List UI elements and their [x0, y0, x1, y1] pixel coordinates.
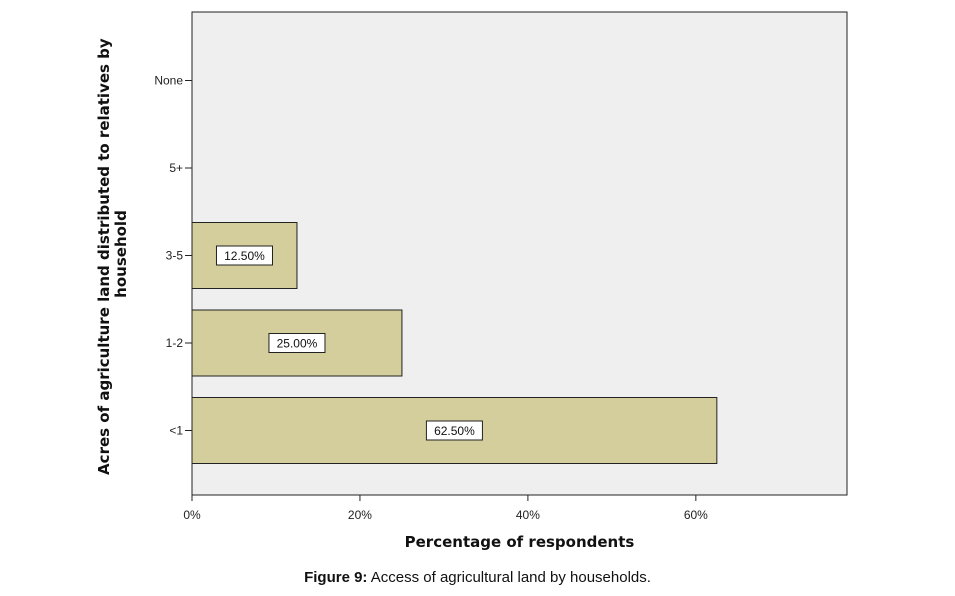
- figure-caption-prefix: Figure 9:: [304, 569, 368, 586]
- x-tick-label: 60%: [684, 508, 708, 522]
- x-tick-label: 40%: [516, 508, 540, 522]
- data-label-box: [425, 420, 483, 441]
- figure-caption-text: Access of agricultural land by household…: [367, 569, 651, 586]
- y-axis-title: Acres of agriculture land distributed to…: [95, 33, 130, 475]
- y-axis: None 5+ 3-5 1-2 <1: [154, 74, 192, 438]
- data-label-box: [268, 333, 326, 353]
- y-tick-label: 3-5: [166, 249, 184, 263]
- y-axis-title-line-2: household: [112, 210, 130, 298]
- x-axis: 0% 20% 40% 60%: [183, 495, 708, 522]
- data-label: 62.50%: [434, 424, 475, 438]
- x-tick-label: 20%: [348, 508, 372, 522]
- y-tick-label: 1-2: [166, 336, 184, 350]
- bars-group: 12.50% 25.00% 62.50%: [191, 222, 718, 464]
- figure-caption: Figure 9: Access of agricultural land by…: [0, 569, 955, 586]
- bar-chart: 12.50% 25.00% 62.50% None 5+ 3-5 1-2 <1 0% 20% 4…: [95, 11, 848, 551]
- data-label: 12.50%: [224, 249, 265, 263]
- data-label: 25.00%: [277, 337, 318, 351]
- y-tick-label: <1: [169, 424, 183, 438]
- x-axis-title: Percentage of respondents: [405, 533, 635, 551]
- y-axis-title-line-1: Acres of agriculture land distributed to…: [95, 38, 113, 475]
- x-tick-label: 0%: [183, 508, 201, 522]
- y-tick-label: None: [154, 74, 183, 88]
- y-tick-label: 5+: [169, 161, 183, 175]
- data-label-box: [215, 245, 273, 266]
